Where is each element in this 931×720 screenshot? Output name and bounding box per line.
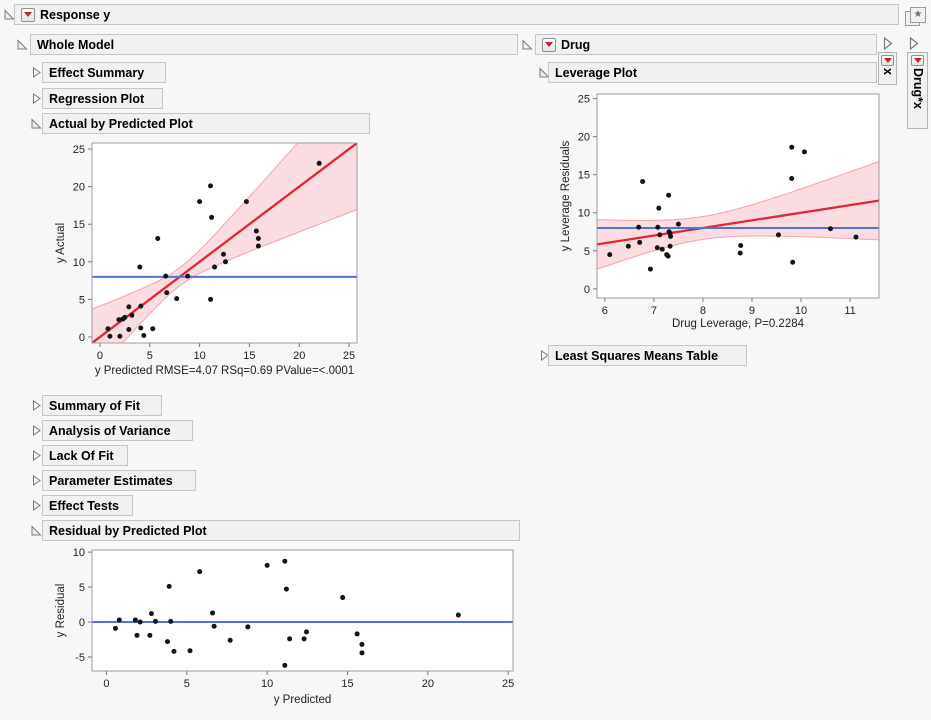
svg-text:10: 10: [73, 257, 85, 269]
outline-title: Regression Plot: [49, 91, 145, 106]
svg-text:20: 20: [293, 350, 305, 362]
outline-header-actual-by-predicted[interactable]: Actual by Predicted Plot: [42, 113, 370, 134]
svg-text:7: 7: [651, 305, 657, 317]
svg-text:y Leverage Residuals: y Leverage Residuals: [560, 140, 572, 251]
svg-text:15: 15: [341, 678, 353, 690]
svg-text:10: 10: [261, 678, 273, 690]
disclosure-open-icon-whole-model[interactable]: [16, 38, 29, 51]
svg-text:5: 5: [79, 582, 85, 594]
svg-text:25: 25: [73, 144, 85, 156]
svg-text:25: 25: [343, 350, 355, 362]
outline-header-leverage-plot[interactable]: Leverage Plot: [548, 62, 877, 83]
disclosure-closed-icon-effect-summary[interactable]: [30, 66, 43, 79]
outline-header-least-squares-means[interactable]: Least Squares Means Table: [548, 345, 747, 366]
svg-text:15: 15: [578, 170, 590, 182]
disclosure-closed-icon-parameter-estimates[interactable]: [30, 474, 43, 487]
red-triangle-menu-icon[interactable]: [21, 7, 35, 22]
collapsed-tab-drug-x[interactable]: Drug*x: [907, 52, 928, 129]
red-triangle-menu-icon[interactable]: [542, 37, 556, 52]
star-icon: ★: [910, 7, 926, 23]
outline-header-lack-of-fit[interactable]: Lack Of Fit: [42, 445, 128, 466]
report-star-button[interactable]: ★: [904, 5, 927, 27]
svg-text:0: 0: [584, 284, 590, 296]
svg-text:y Residual: y Residual: [55, 584, 67, 638]
collapsed-tab-x[interactable]: x: [878, 52, 897, 85]
svg-text:0: 0: [103, 678, 109, 690]
svg-text:6: 6: [602, 305, 608, 317]
outline-header-summary-of-fit[interactable]: Summary of Fit: [42, 395, 162, 416]
disclosure-closed-icon-lack-of-fit[interactable]: [30, 449, 43, 462]
collapsed-tab-label: Drug*x: [911, 68, 925, 109]
disclosure-closed-icon-effect-tests[interactable]: [30, 499, 43, 512]
outline-title: Response y: [40, 7, 111, 22]
disclosure-open-icon-actual-by-predicted[interactable]: [30, 117, 43, 130]
outline-title: Effect Tests: [49, 498, 119, 513]
svg-text:11: 11: [844, 305, 855, 317]
expand-column-icon-drug-x[interactable]: [908, 36, 919, 51]
outline-header-regression-plot[interactable]: Regression Plot: [42, 88, 163, 109]
svg-text:0: 0: [79, 332, 85, 344]
svg-text:10: 10: [193, 350, 205, 362]
svg-text:10: 10: [73, 547, 85, 559]
svg-text:y Predicted: y Predicted: [274, 694, 332, 706]
expand-column-icon-x[interactable]: [882, 36, 893, 51]
svg-text:15: 15: [243, 350, 255, 362]
leverage-plot-canvas[interactable]: 6 7 8 9 10 11 0 5 10 15 20 25 Drug Leverage, P=0.228…: [555, 88, 889, 340]
disclosure-closed-icon-least-squares-means[interactable]: [538, 349, 551, 362]
svg-text:10: 10: [578, 208, 590, 220]
outline-title: Actual by Predicted Plot: [49, 116, 193, 131]
svg-text:20: 20: [73, 182, 85, 194]
disclosure-closed-icon-summary-of-fit[interactable]: [30, 399, 43, 412]
disclosure-open-icon-residual-by-predicted[interactable]: [30, 524, 43, 537]
svg-text:15: 15: [73, 219, 85, 231]
svg-text:5: 5: [147, 350, 153, 362]
svg-text:8: 8: [700, 305, 706, 317]
svg-text:y Predicted RMSE=4.07 RSq=0.69: y Predicted RMSE=4.07 RSq=0.69 PValue=<.…: [95, 365, 354, 377]
outline-header-residual-by-predicted[interactable]: Residual by Predicted Plot: [42, 520, 520, 541]
outline-title: Leverage Plot: [555, 65, 637, 80]
outline-header-effect-tests[interactable]: Effect Tests: [42, 495, 133, 516]
outline-title: Lack Of Fit: [49, 448, 114, 463]
svg-text:20: 20: [578, 132, 590, 144]
red-triangle-menu-icon[interactable]: [911, 55, 924, 66]
svg-text:20: 20: [422, 678, 434, 690]
disclosure-closed-icon-regression-plot[interactable]: [30, 92, 43, 105]
outline-header-response[interactable]: Response y: [14, 4, 899, 25]
svg-text:25: 25: [578, 94, 590, 106]
outline-title: Parameter Estimates: [49, 473, 173, 488]
svg-text:Drug Leverage, P=0.2284: Drug Leverage, P=0.2284: [672, 318, 805, 330]
red-triangle-menu-icon[interactable]: [881, 55, 894, 66]
outline-title: Analysis of Variance: [49, 423, 171, 438]
disclosure-open-icon-response[interactable]: [3, 8, 16, 21]
svg-text:5: 5: [79, 294, 85, 306]
outline-title: Least Squares Means Table: [555, 348, 719, 363]
outline-header-effect-summary[interactable]: Effect Summary: [42, 62, 166, 83]
svg-text:9: 9: [749, 305, 755, 317]
outline-title: Drug: [561, 37, 591, 52]
outline-header-analysis-of-variance[interactable]: Analysis of Variance: [42, 420, 193, 441]
svg-text:0: 0: [79, 617, 85, 629]
outline-title: Summary of Fit: [49, 398, 140, 413]
outline-title: Residual by Predicted Plot: [49, 523, 207, 538]
svg-text:-5: -5: [75, 652, 85, 664]
outline-title: Whole Model: [37, 37, 115, 52]
svg-text:10: 10: [795, 305, 807, 317]
disclosure-closed-icon-analysis-of-variance[interactable]: [30, 424, 43, 437]
svg-text:y Actual: y Actual: [55, 223, 67, 263]
outline-header-parameter-estimates[interactable]: Parameter Estimates: [42, 470, 196, 491]
svg-text:5: 5: [584, 246, 590, 258]
outline-title: Effect Summary: [49, 65, 145, 80]
disclosure-open-icon-leverage-plot[interactable]: [538, 66, 551, 79]
disclosure-open-icon-drug[interactable]: [521, 38, 534, 51]
svg-text:25: 25: [502, 678, 514, 690]
outline-header-whole-model[interactable]: Whole Model: [30, 34, 518, 55]
actual-by-predicted-plot-canvas[interactable]: 0 5 10 15 20 25 0 5 10 15 20 25 y Predicted RMSE=4.0…: [50, 138, 370, 386]
outline-header-drug[interactable]: Drug: [535, 34, 877, 55]
svg-text:5: 5: [184, 678, 190, 690]
collapsed-tab-label: x: [881, 68, 895, 75]
svg-text:0: 0: [97, 350, 103, 362]
